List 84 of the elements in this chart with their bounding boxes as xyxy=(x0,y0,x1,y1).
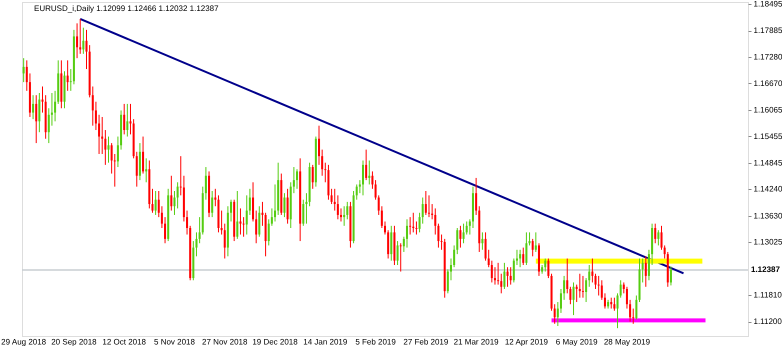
y-tick-label: 1.17280 xyxy=(754,52,782,62)
candlestick xyxy=(142,136,144,174)
candlestick xyxy=(35,94,38,144)
ref-line-label: 1.12387 xyxy=(751,264,780,274)
candlestick xyxy=(22,58,25,83)
candlestick xyxy=(32,94,34,120)
candlestick xyxy=(236,190,238,240)
x-tick-label: 21 Mar 2019 xyxy=(454,338,500,346)
candlestick xyxy=(286,188,289,224)
chart-title: EURUSD_i,Daily 1.12099 1.12466 1.12032 1.12387 xyxy=(34,4,220,13)
candlestick xyxy=(644,256,647,288)
candlestick xyxy=(76,22,78,59)
candlestick xyxy=(582,275,584,298)
y-tick-label: 1.17885 xyxy=(754,26,782,36)
candlestick xyxy=(459,225,462,248)
y-tick-label: 1.14845 xyxy=(754,158,782,168)
x-tick-label: 14 Jan 2019 xyxy=(303,338,348,346)
candlestick xyxy=(365,149,368,181)
candlestick xyxy=(598,275,600,296)
candlestick xyxy=(670,266,672,286)
candlestick xyxy=(522,247,524,266)
x-tick-label: 20 Sep 2018 xyxy=(51,338,98,346)
candlestick xyxy=(145,158,148,183)
candlestick xyxy=(534,232,537,252)
candlestick xyxy=(462,223,465,244)
candlestick xyxy=(312,164,314,190)
candlestick xyxy=(82,27,84,54)
candlestick xyxy=(390,225,392,262)
candlestick xyxy=(532,238,534,257)
candlestick xyxy=(525,232,528,266)
candlestick xyxy=(104,130,106,166)
candlestick xyxy=(412,212,414,233)
y-tick-label: 1.13630 xyxy=(754,211,782,220)
y-tick-label: 1.11810 xyxy=(754,290,782,300)
candlestick xyxy=(544,258,546,272)
candlestick xyxy=(346,201,348,220)
x-tick-label: 27 Feb 2019 xyxy=(403,338,449,346)
candlestick xyxy=(406,218,408,248)
candlestick xyxy=(211,190,214,218)
candlestick xyxy=(38,92,40,133)
candlestick xyxy=(154,190,157,216)
x-tick-label: 28 May 2019 xyxy=(604,338,651,346)
y-tick-label: 1.18495 xyxy=(754,0,782,8)
candlestick xyxy=(400,242,402,272)
candlestick xyxy=(362,160,364,196)
y-tick-label: 1.14240 xyxy=(754,184,782,194)
y-tick-label: 1.16065 xyxy=(754,105,782,114)
candlestick xyxy=(138,142,141,181)
candlestick xyxy=(92,86,94,126)
candlestick xyxy=(490,260,493,283)
candlestick xyxy=(258,206,260,238)
candlestick xyxy=(368,160,370,185)
candlestick xyxy=(506,266,509,288)
y-tick-label: 1.15455 xyxy=(754,132,782,141)
y-tick-label: 1.13025 xyxy=(754,238,782,247)
candlestick xyxy=(519,249,522,268)
x-tick-label: 27 Nov 2018 xyxy=(202,338,248,346)
x-tick-label: 19 Dec 2018 xyxy=(252,338,298,346)
x-tick-label: 12 Oct 2018 xyxy=(102,338,147,346)
x-tick-label: 5 Feb 2019 xyxy=(355,338,396,346)
candlestick xyxy=(424,190,427,216)
candlestick xyxy=(613,297,616,312)
candlestick xyxy=(123,103,126,135)
candlestick xyxy=(110,142,113,174)
candlestick xyxy=(657,230,660,246)
candlestick xyxy=(654,223,656,244)
x-tick-label: 12 Apr 2019 xyxy=(504,338,549,346)
candlestick xyxy=(126,103,128,138)
candlestick xyxy=(283,192,286,218)
y-tick-label: 1.11200 xyxy=(754,317,782,326)
candlestick xyxy=(510,266,512,286)
candlestick xyxy=(114,153,116,188)
x-tick-label: 5 Nov 2018 xyxy=(154,338,196,346)
candlestick xyxy=(66,60,69,92)
candlestick xyxy=(396,240,399,266)
candlestick xyxy=(296,168,298,190)
x-tick-label: 6 May 2019 xyxy=(556,338,598,346)
candlestick xyxy=(610,297,612,310)
candlestick xyxy=(336,194,339,220)
candlestick xyxy=(503,262,506,290)
x-tick-label: 29 Aug 2018 xyxy=(1,338,47,346)
candlestick xyxy=(170,175,172,212)
y-tick-label: 1.16670 xyxy=(754,78,782,88)
candlestick xyxy=(572,282,575,316)
